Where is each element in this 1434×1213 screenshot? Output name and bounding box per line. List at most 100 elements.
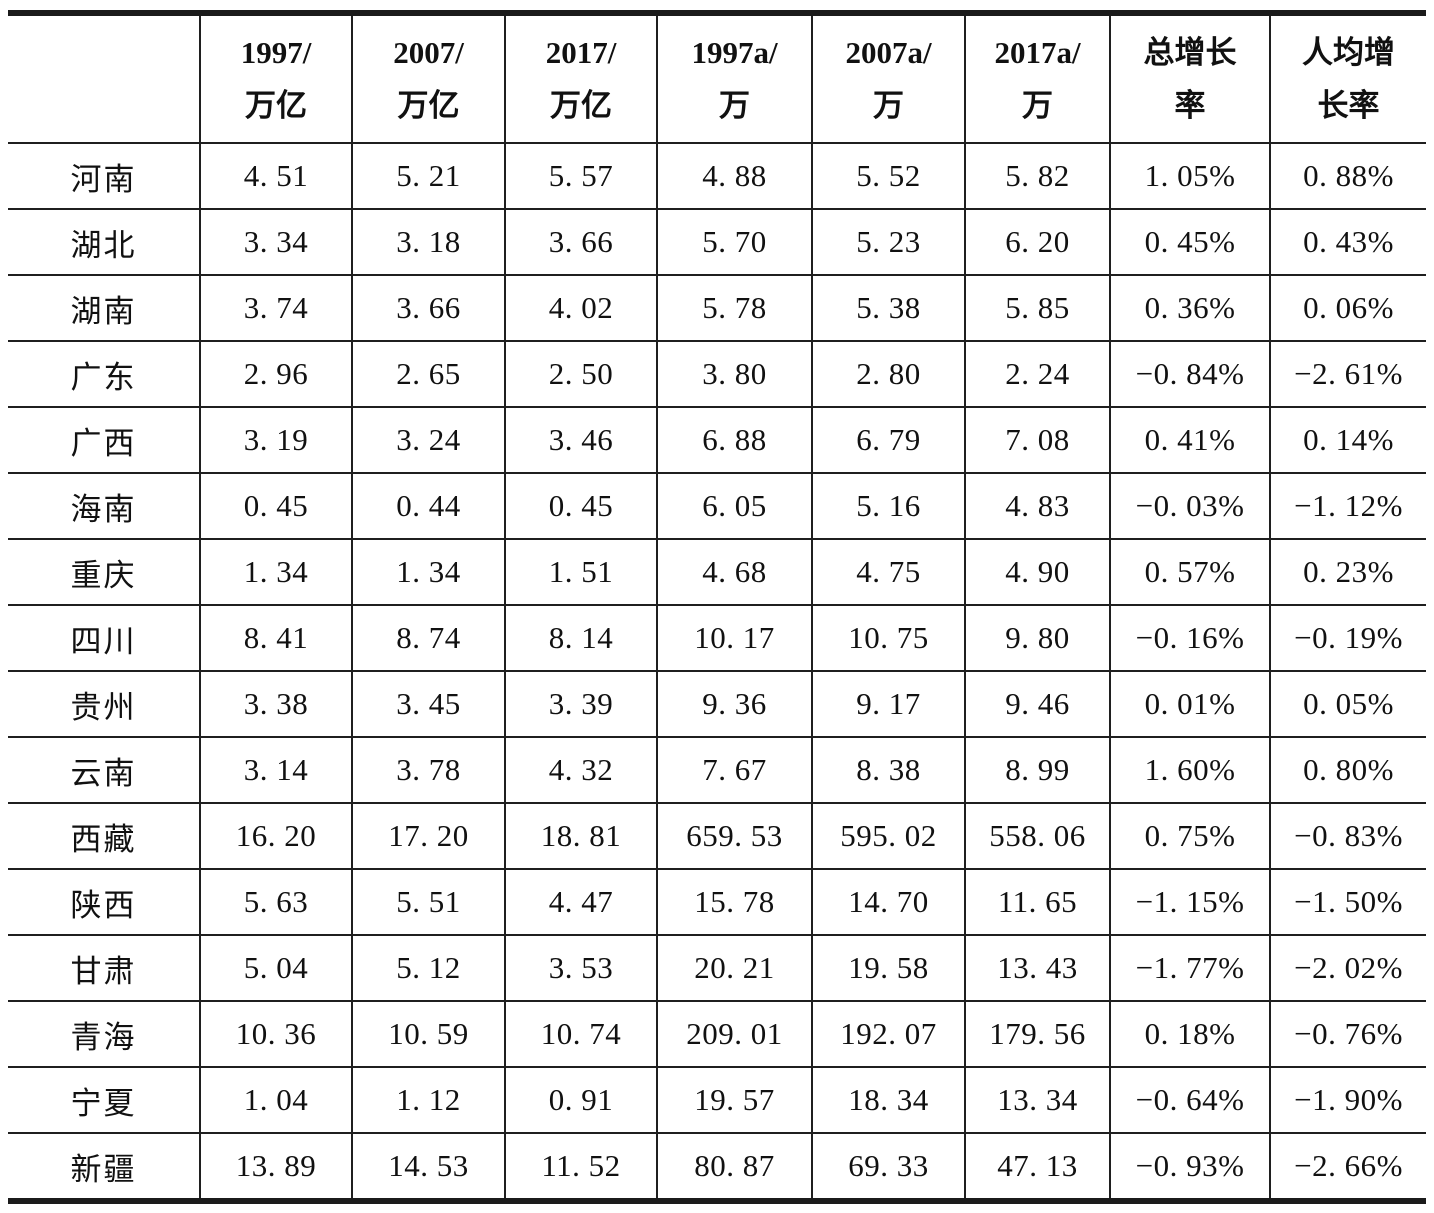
header-line-1: 2007/: [393, 35, 464, 70]
value-cell: −2. 61%: [1269, 340, 1426, 408]
table-row: 四川 8. 41 8. 74 8. 14 10. 17 10. 75 9. 80 −0. 16…: [8, 604, 1426, 672]
value-cell: −1. 12%: [1269, 472, 1426, 540]
value-cell: 4. 68: [656, 538, 813, 606]
value-cell: 4. 88: [656, 142, 813, 210]
value-cell: 9. 17: [811, 670, 966, 738]
value-cell: 3. 34: [199, 208, 353, 276]
value-cell: 3. 78: [351, 736, 506, 804]
value-cell: 5. 16: [811, 472, 966, 540]
value-cell: −2. 02%: [1269, 934, 1426, 1002]
value-cell: 4. 02: [504, 274, 658, 342]
value-cell: 5. 85: [964, 274, 1111, 342]
value-cell: 8. 41: [199, 604, 353, 672]
table-row: 西藏 16. 20 17. 20 18. 81 659. 53 595. 02 558. 0…: [8, 802, 1426, 870]
value-cell: 3. 66: [351, 274, 506, 342]
value-cell: 7. 08: [964, 406, 1111, 474]
province-cell: 湖北: [8, 208, 201, 276]
value-cell: −0. 19%: [1269, 604, 1426, 672]
value-cell: 5. 38: [811, 274, 966, 342]
province-cell: 青海: [8, 1000, 201, 1068]
value-cell: 10. 17: [656, 604, 813, 672]
header-line-1: 总增长: [1143, 35, 1237, 70]
value-cell: 3. 74: [199, 274, 353, 342]
value-cell: 0. 05%: [1269, 670, 1426, 738]
table-row: 湖北 3. 34 3. 18 3. 66 5. 70 5. 23 6. 20 0. 45% 0.…: [8, 208, 1426, 276]
value-cell: 4. 47: [504, 868, 658, 936]
header-line-1: 1997a/: [691, 35, 778, 70]
value-cell: 209. 01: [656, 1000, 813, 1068]
value-cell: 2. 24: [964, 340, 1111, 408]
value-cell: 0. 14%: [1269, 406, 1426, 474]
value-cell: 5. 51: [351, 868, 506, 936]
value-cell: 2. 65: [351, 340, 506, 408]
value-cell: 9. 46: [964, 670, 1111, 738]
value-cell: 1. 04: [199, 1066, 353, 1134]
value-cell: 3. 80: [656, 340, 813, 408]
value-cell: 0. 44: [351, 472, 506, 540]
table-row: 海南 0. 45 0. 44 0. 45 6. 05 5. 16 4. 83 −0. 03% −…: [8, 472, 1426, 540]
value-cell: 4. 51: [199, 142, 353, 210]
value-cell: 5. 63: [199, 868, 353, 936]
province-cell: 海南: [8, 472, 201, 540]
header-line-2: 万亿: [397, 88, 460, 123]
province-statistics-table: 1997/万亿 2007/万亿 2017/万亿 1997a/万 2007a/万 2017a…: [8, 10, 1426, 1204]
value-cell: −2. 66%: [1269, 1132, 1426, 1202]
value-cell: 1. 12: [351, 1066, 506, 1134]
value-cell: 0. 41%: [1109, 406, 1271, 474]
value-cell: 3. 38: [199, 670, 353, 738]
value-cell: 4. 90: [964, 538, 1111, 606]
value-cell: 0. 06%: [1269, 274, 1426, 342]
column-header: 1997/万亿: [199, 12, 353, 144]
value-cell: 6. 88: [656, 406, 813, 474]
value-cell: 1. 34: [199, 538, 353, 606]
value-cell: −0. 16%: [1109, 604, 1271, 672]
value-cell: 4. 32: [504, 736, 658, 804]
value-cell: 15. 78: [656, 868, 813, 936]
value-cell: 3. 66: [504, 208, 658, 276]
value-cell: −0. 76%: [1269, 1000, 1426, 1068]
header-line-2: 长率: [1317, 88, 1380, 123]
header-line-1: 2007a/: [845, 35, 932, 70]
table-row: 甘肃 5. 04 5. 12 3. 53 20. 21 19. 58 13. 43 −1. 7…: [8, 934, 1426, 1002]
value-cell: −0. 64%: [1109, 1066, 1271, 1134]
value-cell: 4. 75: [811, 538, 966, 606]
column-header: 2007a/万: [811, 12, 966, 144]
value-cell: 19. 57: [656, 1066, 813, 1134]
value-cell: 1. 51: [504, 538, 658, 606]
value-cell: 10. 59: [351, 1000, 506, 1068]
value-cell: 10. 74: [504, 1000, 658, 1068]
value-cell: 18. 81: [504, 802, 658, 870]
value-cell: 0. 45%: [1109, 208, 1271, 276]
value-cell: 8. 14: [504, 604, 658, 672]
header-line-2: 万: [873, 88, 904, 123]
value-cell: 179. 56: [964, 1000, 1111, 1068]
header-line-2: 万: [1022, 88, 1053, 123]
value-cell: 5. 57: [504, 142, 658, 210]
value-cell: 19. 58: [811, 934, 966, 1002]
value-cell: 558. 06: [964, 802, 1111, 870]
value-cell: 14. 70: [811, 868, 966, 936]
value-cell: 10. 36: [199, 1000, 353, 1068]
province-cell: 西藏: [8, 802, 201, 870]
value-cell: 3. 39: [504, 670, 658, 738]
value-cell: 11. 65: [964, 868, 1111, 936]
column-header: 总增长率: [1109, 12, 1271, 144]
value-cell: 0. 88%: [1269, 142, 1426, 210]
value-cell: 13. 34: [964, 1066, 1111, 1134]
value-cell: 0. 43%: [1269, 208, 1426, 276]
value-cell: 5. 70: [656, 208, 813, 276]
value-cell: 5. 04: [199, 934, 353, 1002]
value-cell: 2. 50: [504, 340, 658, 408]
province-cell: 广东: [8, 340, 201, 408]
value-cell: 659. 53: [656, 802, 813, 870]
table-row: 湖南 3. 74 3. 66 4. 02 5. 78 5. 38 5. 85 0. 36% 0.…: [8, 274, 1426, 342]
value-cell: −1. 77%: [1109, 934, 1271, 1002]
province-cell: 甘肃: [8, 934, 201, 1002]
province-cell: 河南: [8, 142, 201, 210]
value-cell: 8. 38: [811, 736, 966, 804]
value-cell: 47. 13: [964, 1132, 1111, 1202]
province-cell: 新疆: [8, 1132, 201, 1202]
header-line-1: 2017a/: [994, 35, 1081, 70]
value-cell: −1. 50%: [1269, 868, 1426, 936]
